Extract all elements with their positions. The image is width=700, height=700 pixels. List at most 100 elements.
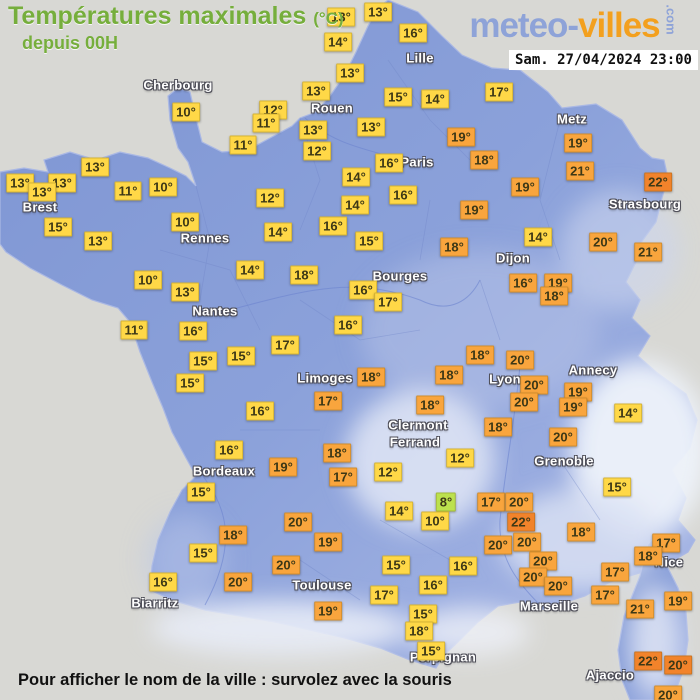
temperature-label[interactable]: 18° bbox=[435, 365, 463, 385]
temperature-label[interactable]: 20° bbox=[505, 492, 533, 512]
temperature-label[interactable]: 20° bbox=[510, 392, 538, 412]
temperature-label[interactable]: 15° bbox=[189, 543, 217, 563]
temperature-label[interactable]: 21° bbox=[634, 242, 662, 262]
temperature-label[interactable]: 16° bbox=[419, 575, 447, 595]
temperature-label[interactable]: 21° bbox=[566, 161, 594, 181]
temperature-label[interactable]: 10° bbox=[172, 102, 200, 122]
temperature-label[interactable]: 19° bbox=[447, 127, 475, 147]
temperature-label[interactable]: 18° bbox=[290, 265, 318, 285]
temperature-label[interactable]: 10° bbox=[134, 270, 162, 290]
temperature-label[interactable]: 17° bbox=[485, 82, 513, 102]
temperature-label[interactable]: 19° bbox=[269, 457, 297, 477]
temperature-label[interactable]: 16° bbox=[449, 556, 477, 576]
temperature-label[interactable]: 11° bbox=[252, 113, 280, 133]
temperature-label[interactable]: 18° bbox=[634, 546, 662, 566]
temperature-label[interactable]: 20° bbox=[654, 685, 682, 700]
temperature-label[interactable]: 8° bbox=[435, 492, 457, 512]
temperature-label[interactable]: 19° bbox=[664, 591, 692, 611]
temperature-label[interactable]: 12° bbox=[256, 188, 284, 208]
temperature-label[interactable]: 18° bbox=[405, 621, 433, 641]
temperature-label[interactable]: 17° bbox=[271, 335, 299, 355]
temperature-label[interactable]: 14° bbox=[421, 89, 449, 109]
temperature-label[interactable]: 19° bbox=[559, 397, 587, 417]
temperature-label[interactable]: 20° bbox=[484, 535, 512, 555]
temperature-label[interactable]: 11° bbox=[120, 320, 148, 340]
temperature-label[interactable]: 22° bbox=[507, 512, 535, 532]
temperature-label[interactable]: 14° bbox=[524, 227, 552, 247]
temperature-label[interactable]: 20° bbox=[664, 655, 692, 675]
temperature-label[interactable]: 17° bbox=[329, 467, 357, 487]
temperature-label[interactable]: 17° bbox=[477, 492, 505, 512]
temperature-label[interactable]: 18° bbox=[357, 367, 385, 387]
temperature-label[interactable]: 13° bbox=[81, 157, 109, 177]
temperature-label[interactable]: 13° bbox=[364, 2, 392, 22]
temperature-label[interactable]: 20° bbox=[224, 572, 252, 592]
temperature-label[interactable]: 17° bbox=[374, 292, 402, 312]
temperature-label[interactable]: 15° bbox=[355, 231, 383, 251]
temperature-label[interactable]: 16° bbox=[246, 401, 274, 421]
temperature-label[interactable]: 13° bbox=[327, 7, 355, 27]
temperature-label[interactable]: 14° bbox=[236, 260, 264, 280]
temperature-label[interactable]: 15° bbox=[187, 482, 215, 502]
temperature-label[interactable]: 20° bbox=[284, 512, 312, 532]
temperature-label[interactable]: 12° bbox=[374, 462, 402, 482]
temperature-label[interactable]: 22° bbox=[634, 651, 662, 671]
temperature-label[interactable]: 20° bbox=[513, 532, 541, 552]
temperature-label[interactable]: 12° bbox=[303, 141, 331, 161]
temperature-label[interactable]: 12° bbox=[446, 448, 474, 468]
temperature-label[interactable]: 17° bbox=[314, 391, 342, 411]
temperature-label[interactable]: 19° bbox=[564, 133, 592, 153]
temperature-label[interactable]: 19° bbox=[460, 200, 488, 220]
temperature-label[interactable]: 18° bbox=[470, 150, 498, 170]
temperature-label[interactable]: 19° bbox=[511, 177, 539, 197]
temperature-label[interactable]: 14° bbox=[614, 403, 642, 423]
temperature-label[interactable]: 13° bbox=[357, 117, 385, 137]
temperature-label[interactable]: 13° bbox=[302, 81, 330, 101]
temperature-label[interactable]: 20° bbox=[272, 555, 300, 575]
temperature-label[interactable]: 18° bbox=[567, 522, 595, 542]
temperature-label[interactable]: 19° bbox=[314, 532, 342, 552]
temperature-label[interactable]: 17° bbox=[591, 585, 619, 605]
temperature-label[interactable]: 18° bbox=[466, 345, 494, 365]
temperature-label[interactable]: 18° bbox=[484, 417, 512, 437]
temperature-label[interactable]: 17° bbox=[601, 562, 629, 582]
temperature-label[interactable]: 13° bbox=[336, 63, 364, 83]
temperature-label[interactable]: 20° bbox=[506, 350, 534, 370]
temperature-label[interactable]: 15° bbox=[176, 373, 204, 393]
temperature-label[interactable]: 11° bbox=[114, 181, 142, 201]
temperature-label[interactable]: 16° bbox=[179, 321, 207, 341]
temperature-label[interactable]: 16° bbox=[215, 440, 243, 460]
temperature-label[interactable]: 10° bbox=[421, 511, 449, 531]
temperature-label[interactable]: 16° bbox=[399, 23, 427, 43]
temperature-label[interactable]: 16° bbox=[375, 153, 403, 173]
temperature-label[interactable]: 14° bbox=[324, 32, 352, 52]
temperature-label[interactable]: 13° bbox=[299, 120, 327, 140]
temperature-label[interactable]: 16° bbox=[149, 572, 177, 592]
temperature-label[interactable]: 14° bbox=[264, 222, 292, 242]
temperature-label[interactable]: 18° bbox=[416, 395, 444, 415]
temperature-label[interactable]: 14° bbox=[385, 501, 413, 521]
temperature-label[interactable]: 20° bbox=[544, 576, 572, 596]
temperature-label[interactable]: 16° bbox=[349, 280, 377, 300]
temperature-label[interactable]: 20° bbox=[589, 232, 617, 252]
temperature-label[interactable]: 18° bbox=[540, 286, 568, 306]
temperature-label[interactable]: 13° bbox=[171, 282, 199, 302]
temperature-label[interactable]: 18° bbox=[440, 237, 468, 257]
temperature-label[interactable]: 18° bbox=[219, 525, 247, 545]
temperature-label[interactable]: 16° bbox=[319, 216, 347, 236]
temperature-label[interactable]: 22° bbox=[644, 172, 672, 192]
temperature-label[interactable]: 16° bbox=[509, 273, 537, 293]
temperature-label[interactable]: 19° bbox=[564, 382, 592, 402]
temperature-label[interactable]: 13° bbox=[84, 231, 112, 251]
temperature-label[interactable]: 10° bbox=[149, 177, 177, 197]
temperature-label[interactable]: 13° bbox=[28, 182, 56, 202]
temperature-label[interactable]: 15° bbox=[417, 641, 445, 661]
temperature-label[interactable]: 15° bbox=[382, 555, 410, 575]
site-logo[interactable]: meteo-villes .com bbox=[469, 4, 686, 46]
temperature-label[interactable]: 19° bbox=[314, 601, 342, 621]
temperature-label[interactable]: 14° bbox=[342, 167, 370, 187]
temperature-label[interactable]: 15° bbox=[44, 217, 72, 237]
temperature-label[interactable]: 16° bbox=[334, 315, 362, 335]
temperature-label[interactable]: 15° bbox=[189, 351, 217, 371]
temperature-label[interactable]: 20° bbox=[549, 427, 577, 447]
